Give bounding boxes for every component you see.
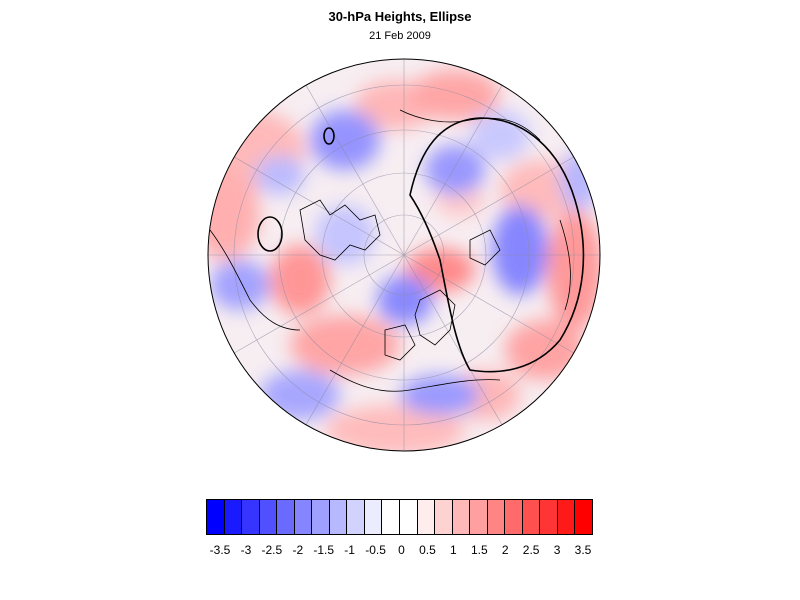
graticule (208, 59, 600, 451)
colorbar-swatch (452, 500, 471, 534)
colorbar-tick-label: -0.5 (365, 543, 386, 557)
anomaly-field (208, 59, 600, 451)
colorbar-swatch (364, 500, 383, 534)
colorbar-swatch (242, 500, 260, 534)
colorbar-tick-label: -1.5 (313, 543, 335, 557)
colorbar-swatch (259, 500, 278, 534)
colorbar-swatch (400, 500, 418, 534)
colorbar-swatch (294, 500, 313, 534)
colorbar (206, 499, 593, 535)
colorbar-tick-label: -2.5 (261, 543, 283, 557)
colorbar-swatch (470, 500, 488, 534)
colorbar-tick-label: 0 (398, 543, 405, 557)
map-title: 30-hPa Heights, Ellipse (328, 9, 472, 24)
colorbar-tick-label: 3 (553, 543, 561, 557)
globe-border (207, 58, 601, 452)
colorbar-swatch (347, 500, 365, 534)
colorbar-swatch (557, 500, 576, 534)
vortex-ellipse (257, 117, 585, 373)
colorbar-swatch (312, 500, 330, 534)
colorbar-tick-label: -3 (240, 543, 252, 557)
colorbar-swatch (224, 500, 243, 534)
colorbar-tick-label: 1.5 (470, 543, 488, 557)
colorbar-swatch (522, 500, 541, 534)
colorbar-tick-label: 2 (501, 543, 509, 557)
colorbar-swatch (207, 500, 225, 534)
colorbar-tick-label: 2.5 (522, 543, 540, 557)
colorbar-swatch (417, 500, 436, 534)
colorbar-tick-label: -3.5 (209, 543, 231, 557)
colorbar-tick-labels: -3.5 -3 -2.5 -2 -1.5 -1 -0.5 0 0.5 1 1.5 2 2.5 3 3.5 (0, 543, 800, 559)
colorbar-swatch (277, 500, 295, 534)
colorbar-swatch (540, 500, 558, 534)
colorbar-swatch (329, 500, 348, 534)
colorbar-swatch (487, 500, 506, 534)
coastlines (209, 109, 571, 392)
colorbar-tick-label: 0.5 (419, 543, 436, 557)
map-date: 21 Feb 2009 (369, 30, 431, 42)
colorbar-swatch (505, 500, 523, 534)
colorbar-tick-label: 3.5 (574, 543, 592, 557)
colorbar-tick-label: 1 (450, 543, 457, 557)
colorbar-tick-label: -2 (292, 543, 304, 557)
colorbar-tick-label: -1 (344, 543, 355, 557)
colorbar-swatch (435, 500, 453, 534)
colorbar-swatch (575, 500, 593, 534)
colorbar-swatch (382, 500, 401, 534)
